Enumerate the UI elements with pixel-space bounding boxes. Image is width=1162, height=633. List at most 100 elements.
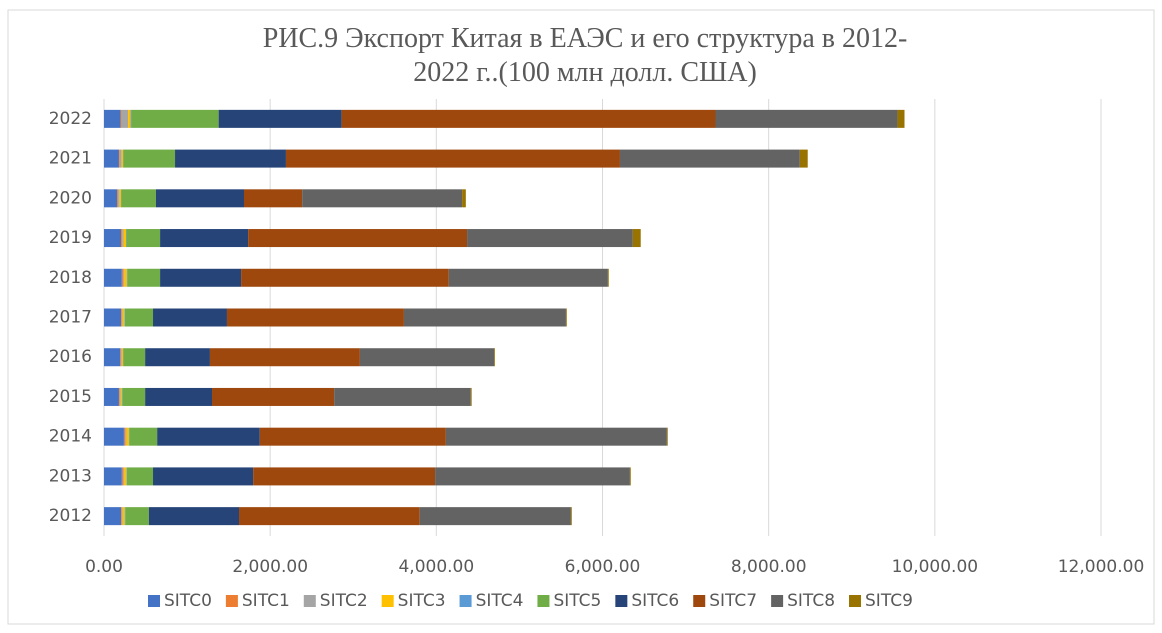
bar-segment <box>715 109 898 128</box>
legend-label: SITC8 <box>787 591 835 611</box>
bar-segment <box>118 149 120 168</box>
y-tick-label: 2020 <box>49 188 92 208</box>
bar-segment <box>126 467 154 486</box>
bar-segment <box>123 427 126 446</box>
legend-swatch <box>303 595 316 607</box>
bar-segment <box>121 189 156 208</box>
bar-segment <box>119 149 122 168</box>
bar-segment <box>121 109 129 128</box>
bar-segment <box>122 387 146 406</box>
legend-swatch <box>771 595 784 607</box>
bar-segment <box>119 189 122 208</box>
bar-segment <box>123 348 146 367</box>
bar-segment <box>131 109 219 128</box>
bar-segment <box>121 308 122 327</box>
bar-segment <box>122 308 125 327</box>
bar-segment <box>145 387 213 406</box>
bar-segment <box>118 387 120 406</box>
bar-segment <box>126 229 161 248</box>
bar-segment <box>248 229 468 248</box>
bar-segment <box>123 229 127 248</box>
bar-segment <box>175 149 286 168</box>
bar-segment <box>445 427 667 446</box>
bar-segment <box>121 348 122 367</box>
bar-segment <box>359 348 495 367</box>
bar-segment <box>104 507 122 526</box>
bar-segment <box>629 467 631 486</box>
bar-segment <box>118 189 120 208</box>
bar-segment <box>897 109 905 128</box>
bar-segment <box>494 348 495 367</box>
x-tick-label: 12,000.00 <box>1058 557 1145 577</box>
legend-label: SITC7 <box>709 591 757 611</box>
bar-segment <box>285 149 620 168</box>
bar-segment <box>243 189 303 208</box>
y-tick-label: 2015 <box>49 387 92 407</box>
bar-segment <box>104 149 119 168</box>
bar-segment <box>120 109 122 128</box>
bar-segment <box>125 427 127 446</box>
y-tick-label: 2022 <box>49 109 92 129</box>
legend-swatch <box>537 595 550 607</box>
bar-segment <box>241 268 449 287</box>
bar-segment <box>104 229 122 248</box>
bar-segment <box>570 507 572 526</box>
bar-segment <box>666 427 668 446</box>
legend-label: SITC2 <box>320 591 368 611</box>
bar-segment <box>121 507 123 526</box>
bar-segment <box>160 268 242 287</box>
bar-segment <box>120 387 122 406</box>
bar-segment <box>160 229 249 248</box>
bar-segment <box>148 507 240 526</box>
bar-segment <box>462 189 466 208</box>
bar-segment <box>799 149 808 168</box>
bar-segment <box>334 387 471 406</box>
legend-swatch <box>615 595 628 607</box>
bar-segment <box>104 189 118 208</box>
bar-segment <box>153 308 227 327</box>
legend-label: SITC4 <box>476 591 524 611</box>
bar-segment <box>126 427 129 446</box>
bar-segment <box>226 308 404 327</box>
bar-segment <box>121 308 123 327</box>
legend-label: SITC6 <box>631 591 679 611</box>
bar-segment <box>121 229 123 248</box>
bar-segment <box>448 268 608 287</box>
chart-border <box>7 9 1155 625</box>
bar-segment <box>104 308 122 327</box>
legend-label: SITC9 <box>865 591 913 611</box>
bar-segment <box>155 189 244 208</box>
bar-segment <box>259 427 446 446</box>
bar-segment <box>123 149 176 168</box>
bar-segment <box>128 109 131 128</box>
x-tick-label: 0.00 <box>85 557 123 577</box>
bar-segment <box>121 268 124 287</box>
bar-segment <box>157 427 260 446</box>
bar-segment <box>218 109 342 128</box>
y-tick-label: 2019 <box>49 228 92 248</box>
x-tick-label: 6,000.00 <box>565 557 641 577</box>
bar-segment <box>302 189 463 208</box>
bar-segment <box>117 189 119 208</box>
bar-segment <box>470 387 472 406</box>
bar-segment <box>122 507 125 526</box>
bar-segment <box>467 229 633 248</box>
bar-segment <box>145 348 210 367</box>
bar-segment <box>341 109 716 128</box>
bar-segment <box>253 467 436 486</box>
legend-swatch <box>381 595 394 607</box>
bar-segment <box>123 467 125 486</box>
legend-swatch <box>693 595 706 607</box>
bar-segment <box>130 109 132 128</box>
bar-segment <box>239 507 420 526</box>
legend-label: SITC3 <box>398 591 446 611</box>
legend-swatch <box>148 595 160 607</box>
bar-segment <box>104 268 122 287</box>
bar-segment <box>435 467 630 486</box>
bar-segment <box>104 348 121 367</box>
bar-segment <box>419 507 571 526</box>
bar-segment <box>104 387 119 406</box>
legend-label: SITC5 <box>553 591 601 611</box>
bar-segment <box>153 467 254 486</box>
